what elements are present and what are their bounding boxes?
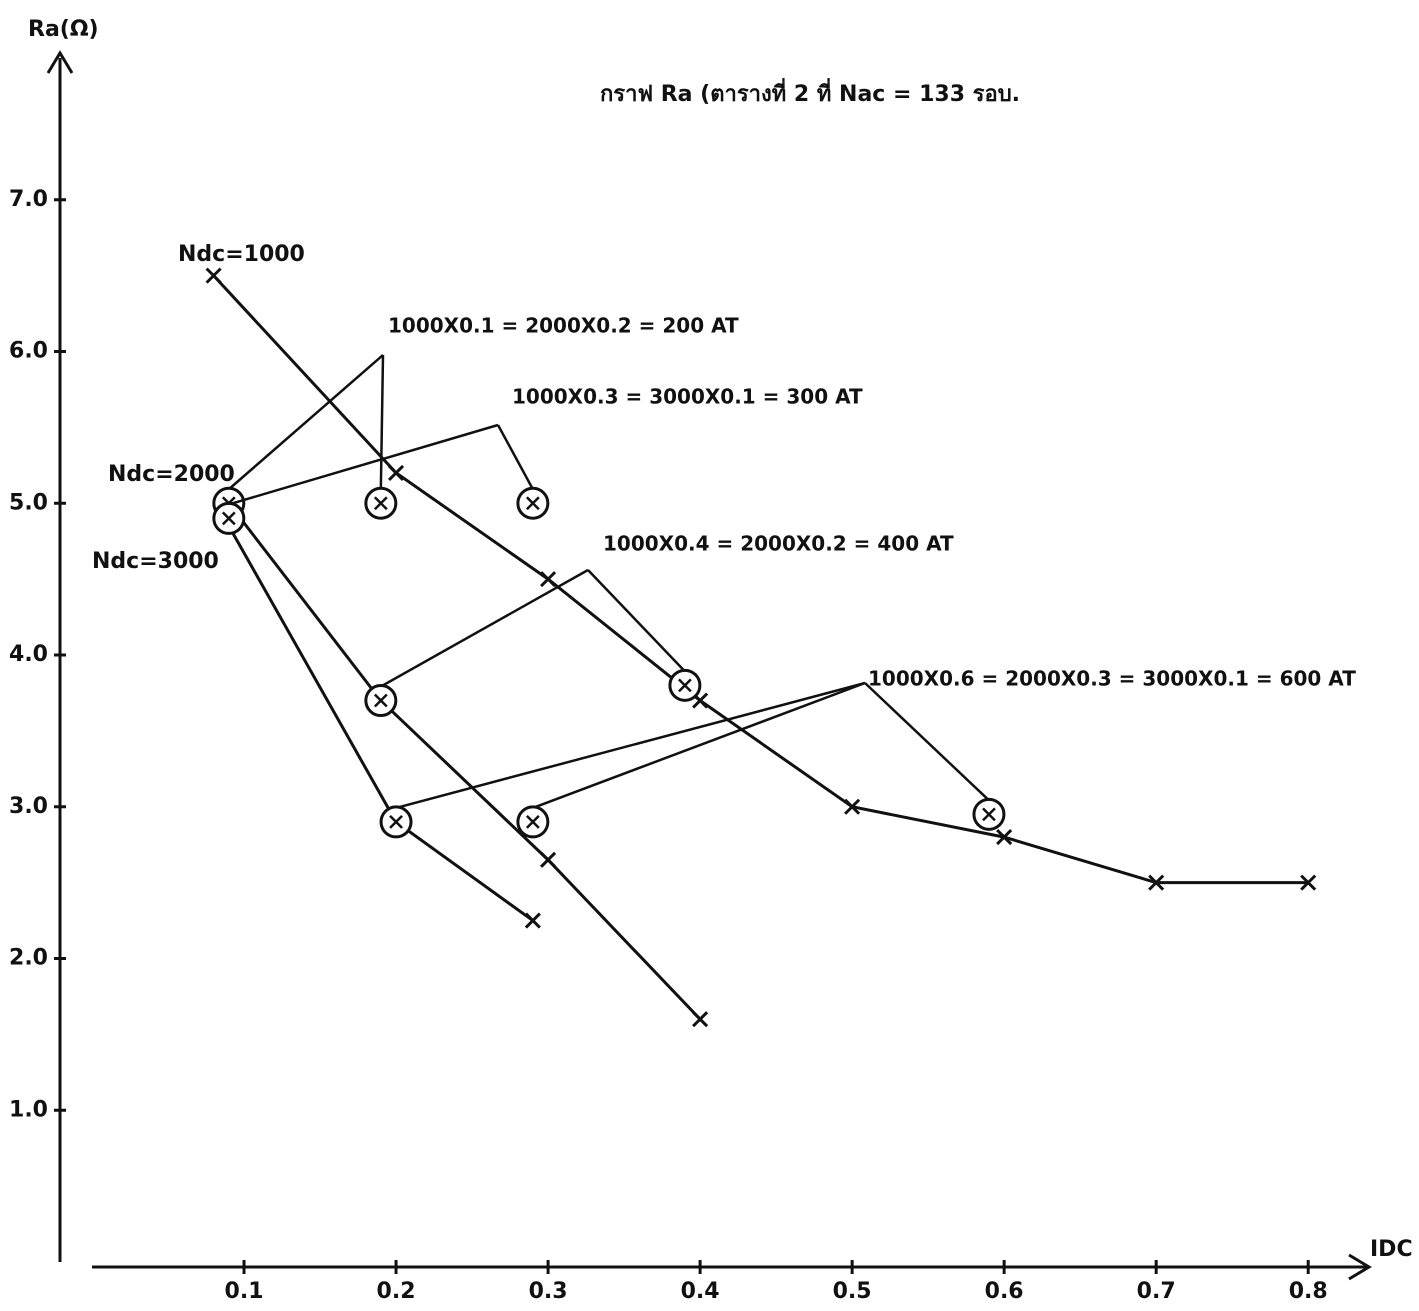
x-marker: [387, 464, 405, 481]
y-axis-label: Ra(Ω): [28, 17, 99, 42]
leader-line: [395, 681, 866, 810]
circled-cross: [389, 815, 403, 829]
x-marker: [692, 1011, 709, 1028]
series-line: [212, 274, 1309, 885]
circled-cross: [525, 815, 540, 829]
annotation: 1000X0.3 = 3000X0.1 = 300 AT: [512, 385, 863, 409]
series-label: Ndc=2000: [108, 462, 235, 487]
leader-line: [587, 569, 686, 673]
chart-title: กราฟ Ra (ตารางที่ 2 ที่ Nac = 133 รอบ.: [600, 77, 1020, 107]
x-tick-label: 0.1: [225, 1279, 264, 1304]
y-tick-label: 1.0: [9, 1097, 48, 1122]
x-marker: [205, 267, 222, 284]
x-marker: [540, 571, 557, 588]
annotation: 1000X0.6 = 2000X0.3 = 3000X0.1 = 600 AT: [868, 667, 1356, 691]
x-tick-label: 0.3: [529, 1279, 568, 1304]
x-marker: [1300, 874, 1317, 891]
x-tick-label: 0.4: [681, 1279, 720, 1304]
x-marker: [540, 851, 557, 868]
y-tick-label: 7.0: [9, 187, 48, 212]
circled-cross: [221, 511, 236, 526]
series-label: Ndc=1000: [178, 242, 305, 267]
annotation: 1000X0.1 = 2000X0.2 = 200 AT: [388, 314, 739, 338]
y-tick-label: 4.0: [9, 642, 48, 667]
leader-line: [496, 424, 534, 490]
leader-line: [228, 354, 384, 491]
leader-line: [379, 354, 385, 490]
series-line: [227, 502, 702, 1021]
circled-cross: [525, 496, 540, 511]
y-tick-label: 3.0: [9, 794, 48, 819]
y-tick-label: 5.0: [9, 490, 48, 515]
x-tick-label: 0.5: [833, 1279, 872, 1304]
x-tick-label: 0.7: [1137, 1279, 1176, 1304]
y-axis-arrow: [46, 50, 74, 74]
leader-line: [864, 682, 990, 802]
x-tick-label: 0.6: [985, 1279, 1024, 1304]
y-tick-label: 2.0: [9, 946, 48, 971]
leader-line: [532, 681, 866, 810]
circled-cross: [678, 678, 692, 693]
circled-cross: [982, 807, 996, 822]
x-marker: [524, 912, 541, 929]
x-tick-label: 0.2: [377, 1279, 416, 1304]
x-marker: [996, 829, 1013, 846]
x-axis-label: IDC: [1370, 1237, 1413, 1262]
annotation: 1000X0.4 = 2000X0.2 = 400 AT: [603, 532, 954, 556]
leader-line: [380, 568, 589, 688]
leader-line: [228, 423, 499, 506]
x-marker: [1148, 874, 1165, 891]
x-axis-arrow: [1348, 1253, 1372, 1281]
series-label: Ndc=3000: [92, 549, 219, 574]
circled-cross: [373, 693, 388, 708]
y-tick-label: 6.0: [9, 339, 48, 364]
x-marker: [844, 798, 861, 815]
circled-cross: [373, 496, 388, 511]
x-tick-label: 0.8: [1289, 1279, 1328, 1304]
series-line: [227, 525, 534, 922]
